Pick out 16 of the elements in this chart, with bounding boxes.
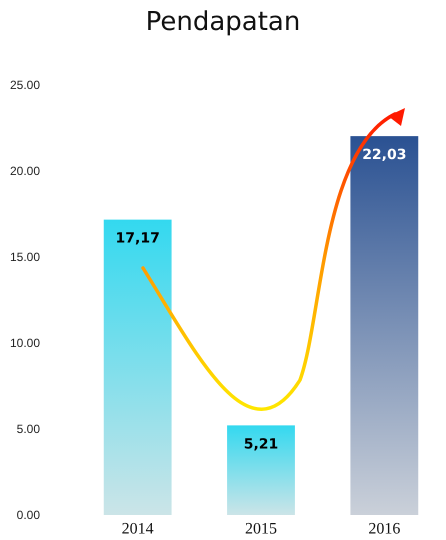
bar bbox=[350, 136, 418, 515]
y-tick-label: 15.00 bbox=[10, 250, 40, 264]
y-tick-label: 10.00 bbox=[10, 336, 40, 350]
data-label: 5,21 bbox=[244, 436, 278, 452]
x-tick-label: 2016 bbox=[368, 520, 400, 538]
bar bbox=[104, 220, 172, 515]
y-tick-label: 20.00 bbox=[10, 164, 40, 178]
data-label: 22,03 bbox=[362, 147, 406, 164]
x-tick-label: 2015 bbox=[245, 520, 277, 538]
x-tick-label: 2014 bbox=[122, 520, 154, 538]
chart-title: Pendapatan bbox=[146, 7, 300, 37]
y-tick-label: 25.00 bbox=[10, 78, 40, 92]
bar bbox=[227, 425, 295, 515]
y-tick-label: 0.00 bbox=[16, 508, 40, 522]
data-label: 17,17 bbox=[116, 230, 160, 247]
y-tick-label: 5.00 bbox=[16, 422, 40, 436]
